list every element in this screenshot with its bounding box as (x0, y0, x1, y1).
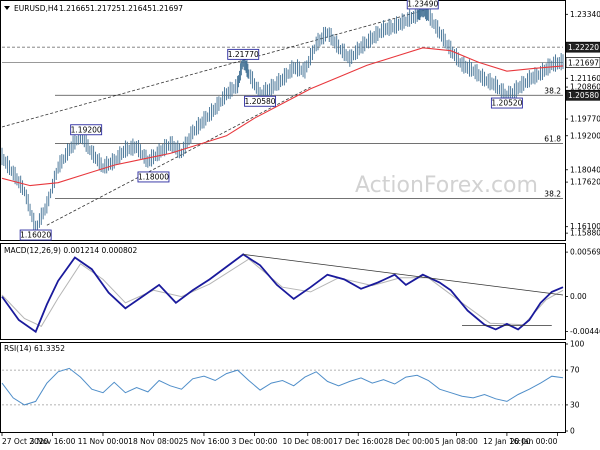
macd-trendline (243, 253, 564, 296)
fib-level-label: 38.2 (544, 86, 561, 95)
macd-axis-label: -0.00446 (570, 327, 600, 336)
price-annotation-box (406, 0, 439, 10)
symbol-dropdown-icon[interactable] (4, 6, 10, 10)
macd-layer (1, 253, 564, 334)
price-annotation-box (244, 95, 277, 107)
price-badge (565, 57, 600, 68)
time-axis-label: 18 Nov 08:00 (128, 437, 179, 446)
price-badge-label: 1.20580 (568, 91, 599, 100)
macd-axis-label: 0.00 (570, 292, 587, 301)
ohlc-close: 1.21697 (152, 4, 183, 13)
price-annotation-box (490, 97, 523, 109)
price-annotation-box (19, 229, 52, 241)
time-axis-label: 28 Dec 00:00 (383, 437, 434, 446)
price-axis-label: 1.21160 (570, 74, 600, 83)
time-axis-label: 3 Nov 16:00 (30, 437, 76, 446)
channel-line (46, 86, 311, 226)
price-annotation-label: 1.19200 (71, 125, 102, 134)
price-layer: 38.2 61.8 38.2 1.16020 1.19200 1.18000 1.21770… (1, 0, 564, 241)
time-axis-label: 3 Dec 00:00 (232, 437, 278, 446)
time-axis-label: 20 Jan 00:00 (510, 437, 558, 446)
rsi-line (1, 367, 564, 406)
rsi-axis-label: 0 (570, 427, 575, 436)
time-axis-label: 11 Nov 00:00 (78, 437, 129, 446)
price-badge (565, 41, 600, 53)
time-axis-label: 12 Jan 16:00 (483, 437, 531, 446)
price-axis-label: 1.19770 (570, 115, 600, 124)
price-badge (565, 89, 600, 101)
macd-panel-frame (0, 243, 566, 340)
axis-layer: 1.233401.222501.211601.208601.197701.192… (1, 10, 600, 446)
price-axis-label: 1.18040 (570, 165, 600, 174)
price-annotation-label: 1.21770 (228, 50, 259, 59)
price-annotation-box (137, 171, 170, 183)
symbol-label: EURUSD,H4 (14, 4, 58, 13)
rsi-axis-label: 70 (570, 366, 580, 375)
rsi-panel-frame (0, 342, 566, 433)
price-panel-frame (0, 0, 566, 241)
rsi-layer (1, 367, 564, 406)
time-axis-label: 27 Oct 2020 (2, 437, 49, 446)
watermark: ActionForex.com (355, 173, 538, 198)
macd-axis-label: 0.00569 (570, 248, 600, 257)
ohlc-low: 1.21645 (121, 4, 152, 13)
time-axis-label: 5 Jan 08:00 (435, 437, 478, 446)
macd-line (1, 253, 564, 334)
price-axis-label: 1.16100 (570, 222, 600, 231)
fib-level-label: 61.8 (544, 134, 561, 143)
macd-signal-line (1, 258, 564, 327)
price-annotation-label: 1.18000 (138, 172, 169, 181)
price-axis-label: 1.20860 (570, 83, 600, 92)
price-annotation-box (227, 48, 260, 60)
price-axis-label: 1.23340 (570, 10, 600, 19)
fib-level-label: 38.2 (544, 190, 561, 199)
price-annotation-box (70, 124, 103, 136)
rsi-axis-label: 30 (570, 400, 580, 409)
ohlc-high: 1.21725 (90, 4, 121, 13)
price-annotation-label: 1.16020 (20, 231, 51, 240)
price-annotation-label: 1.20580 (245, 97, 276, 106)
rsi-label: RSI(14) 61.3352 (4, 344, 65, 353)
channel-line (1, 8, 429, 128)
price-badge-label: 1.22220 (568, 43, 599, 52)
moving-average-line (1, 47, 564, 187)
ohlc-open: 1.21665 (59, 4, 90, 13)
price-annotation-label: 1.20520 (491, 99, 522, 108)
macd-label: MACD(12,26,9) 0.001214 0.000802 (4, 246, 138, 255)
price-badge-label: 1.21697 (568, 58, 599, 67)
rsi-axis-label: 100 (570, 340, 585, 349)
price-axis-label: 1.15880 (570, 229, 600, 238)
time-axis-label: 10 Dec 08:00 (283, 437, 334, 446)
time-axis-label: 25 Nov 16:00 (179, 437, 230, 446)
price-annotation-label: 1.23490 (407, 0, 438, 8)
price-axis-label: 1.17620 (570, 178, 600, 187)
price-axis-label: 1.19200 (570, 131, 600, 140)
time-axis-label: 17 Dec 16:00 (333, 437, 384, 446)
